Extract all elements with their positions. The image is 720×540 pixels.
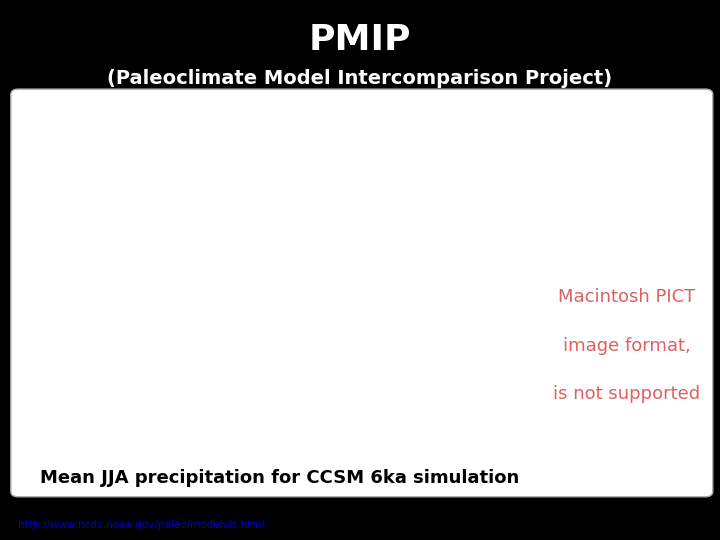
Text: Macintosh PICT: Macintosh PICT xyxy=(558,288,695,306)
Text: PMIP: PMIP xyxy=(309,24,411,57)
Text: image format,: image format, xyxy=(562,336,690,355)
Text: is not supported: is not supported xyxy=(553,385,700,403)
Text: (Paleoclimate Model Intercomparison Project): (Paleoclimate Model Intercomparison Proj… xyxy=(107,69,613,88)
Text: Mean JJA precipitation for CCSM 6ka simulation: Mean JJA precipitation for CCSM 6ka simu… xyxy=(40,469,519,487)
FancyBboxPatch shape xyxy=(11,89,713,497)
Text: http://www.ncdc.noaa.gov/paleo/modelvis.html: http://www.ncdc.noaa.gov/paleo/modelvis.… xyxy=(18,520,264,530)
